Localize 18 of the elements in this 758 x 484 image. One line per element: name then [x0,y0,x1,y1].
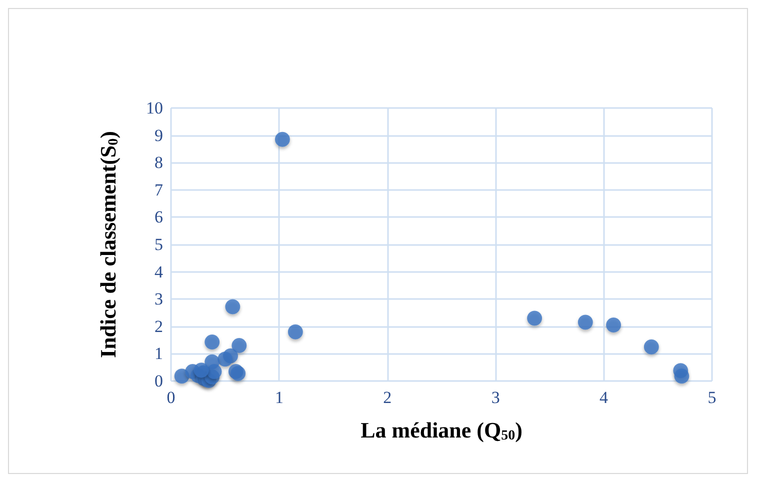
y-tick-label: 7 [154,180,164,200]
y-tick-label: 1 [154,344,163,364]
y-tick-label: 4 [154,262,164,282]
y-tick-label: 10 [146,98,163,118]
x-tick-label: 0 [166,388,176,407]
y-tick-label: 5 [154,235,163,254]
x-tick-label: 2 [383,388,392,407]
y-tick-label: 6 [154,208,163,227]
y-axis-title: Indice de classement(S0) [96,131,122,358]
y-tick-label: 2 [154,316,163,336]
x-tick-label: 1 [274,388,284,407]
x-tick-label: 4 [600,388,609,407]
y-tick-label: 9 [154,126,163,145]
y-tick-label: 0 [154,372,163,390]
y-tick-label: 3 [154,290,163,309]
y-tick-label: 8 [154,153,163,172]
x-tick-label: 5 [708,388,716,407]
x-tick-label: 3 [491,388,500,407]
